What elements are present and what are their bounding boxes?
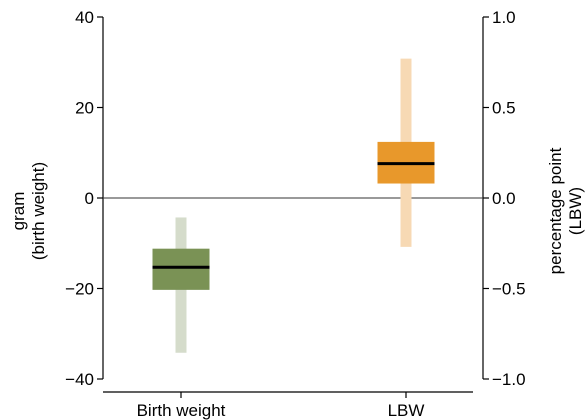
left-tick-label: 0 [85, 189, 94, 208]
box-marks [152, 58, 435, 353]
right-ticks: 1.0 0.5 0.0 −0.5 −1.0 [483, 8, 526, 389]
left-tick-label: −20 [65, 280, 94, 299]
right-tick-label: −0.5 [492, 280, 526, 299]
x-tick-label: LBW [388, 401, 425, 420]
right-tick-label: 0.0 [492, 189, 516, 208]
box-birth-weight [152, 217, 210, 353]
box-lbw [377, 58, 435, 247]
right-tick-label: 0.5 [492, 99, 516, 118]
x-ticks: Birth weight LBW [137, 392, 425, 420]
right-axis-title-line2: (LBW) [566, 187, 585, 235]
x-axis: Birth weight LBW [103, 391, 473, 420]
left-ticks: 40 20 0 −20 −40 [65, 8, 103, 389]
left-tick-label: −40 [65, 370, 94, 389]
left-tick-label: 40 [75, 8, 94, 27]
right-tick-label: 1.0 [492, 8, 516, 27]
interval-box-birth-weight [152, 248, 210, 290]
left-tick-label: 20 [75, 99, 94, 118]
x-tick-label: Birth weight [137, 401, 226, 420]
left-axis-title-line1: gram [9, 192, 28, 231]
left-axis-title-line2: (birth weight) [29, 162, 48, 260]
right-tick-label: −1.0 [492, 370, 526, 389]
right-axis: 1.0 0.5 0.0 −0.5 −1.0 [482, 8, 526, 389]
left-axis: 40 20 0 −20 −40 [65, 8, 104, 389]
right-axis-title-line1: percentage point [546, 147, 565, 274]
